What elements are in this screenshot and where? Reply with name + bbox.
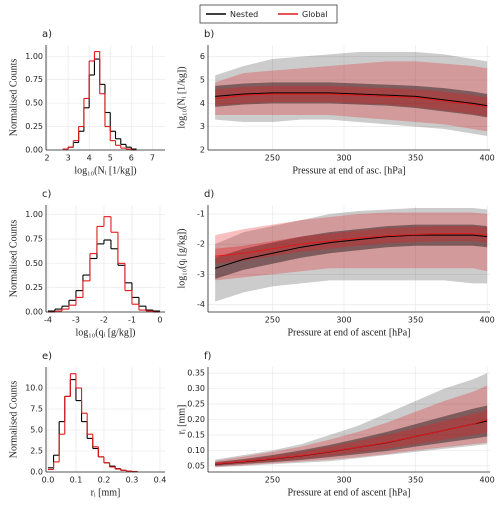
y-axis-label: rᵢ [mm] xyxy=(176,405,187,435)
y-tick-label: 0.00 xyxy=(25,308,43,317)
y-tick-label: 0.10 xyxy=(187,446,205,455)
outer-band xyxy=(215,373,488,468)
y-tick-label: 10.0 xyxy=(25,384,43,393)
outer-band xyxy=(215,61,488,132)
y-axis-label: Normalised Counts xyxy=(8,381,19,459)
legend-label: Global xyxy=(302,10,328,19)
x-tick-label: 350 xyxy=(408,476,423,485)
x-tick-label: 0.1 xyxy=(70,476,83,485)
median-line xyxy=(215,93,488,108)
y-tick-label: 5.0 xyxy=(30,426,43,435)
median-line xyxy=(215,234,488,269)
x-tick-label: -1 xyxy=(128,316,136,325)
y-tick-label: 1.00 xyxy=(25,210,43,219)
y-tick-label: 7.5 xyxy=(30,405,43,414)
x-tick-label: 6 xyxy=(129,154,134,163)
panel-label: b) xyxy=(204,29,214,40)
y-tick-label: 0.00 xyxy=(25,146,43,155)
x-axis-label: rᵢ [mm] xyxy=(91,487,121,498)
inner-band xyxy=(215,405,488,466)
y-tick-label: 0.50 xyxy=(25,259,43,268)
x-axis-label: log₁₀(Nᵢ [1/kg]) xyxy=(74,165,136,176)
x-axis-label: Pressure at end of asc. [hPa] xyxy=(292,165,405,176)
x-tick-label: 350 xyxy=(408,316,423,325)
panel-label: f) xyxy=(204,351,212,362)
y-tick-label: 0.30 xyxy=(187,384,205,393)
x-tick-label: 300 xyxy=(336,154,351,163)
y-tick-label: 0.75 xyxy=(25,75,43,84)
x-tick-label: 7 xyxy=(150,154,155,163)
y-tick-label: 1.00 xyxy=(25,52,43,61)
x-tick-label: 250 xyxy=(265,154,280,163)
panel-label: e) xyxy=(42,351,52,362)
x-tick-label: 5 xyxy=(108,154,113,163)
x-tick-label: 400 xyxy=(479,476,494,485)
x-tick-label: 250 xyxy=(265,476,280,485)
y-tick-label: 0.20 xyxy=(187,415,205,424)
x-tick-label: 300 xyxy=(336,316,351,325)
panel-label: c) xyxy=(42,189,51,200)
panel-label: d) xyxy=(204,189,214,200)
y-tick-label: 0.25 xyxy=(187,400,205,409)
y-tick-label: 0.15 xyxy=(187,430,205,439)
y-tick-label: 2.5 xyxy=(30,447,43,456)
y-tick-label: 5 xyxy=(200,76,205,85)
x-tick-label: 0.3 xyxy=(126,476,139,485)
panel-label: a) xyxy=(42,29,52,40)
y-tick-label: 0.25 xyxy=(25,283,43,292)
x-tick-label: -3 xyxy=(72,316,80,325)
y-tick-label: -4 xyxy=(197,300,205,309)
x-axis-label: Pressure at end of ascent [hPa] xyxy=(287,487,410,498)
y-tick-label: 0.75 xyxy=(25,235,43,244)
x-tick-label: 0 xyxy=(157,316,162,325)
x-axis-label: log₁₀(qᵢ [g/kg]) xyxy=(76,327,136,338)
y-tick-label: 4 xyxy=(200,99,205,108)
y-tick-label: 0.50 xyxy=(25,99,43,108)
x-tick-label: 250 xyxy=(265,316,280,325)
y-tick-label: 0.05 xyxy=(187,461,205,470)
x-tick-label: 400 xyxy=(479,154,494,163)
x-tick-label: 4 xyxy=(87,154,92,163)
x-tick-label: 3 xyxy=(66,154,71,163)
outer-band xyxy=(215,385,488,467)
median-line xyxy=(215,419,488,465)
y-axis-label: log₁₀(qᵢ [g/kg]) xyxy=(176,229,187,289)
y-tick-label: 0.25 xyxy=(25,122,43,131)
inner-band xyxy=(215,224,488,279)
legend-label: Nested xyxy=(230,10,258,19)
y-axis-label: log₁₀(Nᵢ [1/kg]) xyxy=(176,66,187,128)
legend-box xyxy=(199,4,338,24)
inner-band xyxy=(215,82,488,118)
x-tick-label: -4 xyxy=(44,316,52,325)
x-tick-label: 300 xyxy=(336,476,351,485)
median-line xyxy=(215,233,488,257)
x-tick-label: 400 xyxy=(479,316,494,325)
x-tick-label: 350 xyxy=(408,154,423,163)
outer-band xyxy=(215,212,488,281)
x-tick-label: 0.0 xyxy=(42,476,55,485)
x-tick-label: 2 xyxy=(45,154,50,163)
y-tick-label: 6 xyxy=(200,52,205,61)
x-axis-label: Pressure at end of ascent [hPa] xyxy=(287,327,410,338)
y-tick-label: 0.35 xyxy=(187,369,205,378)
x-tick-label: 0.4 xyxy=(154,476,167,485)
inner-band xyxy=(215,410,488,466)
x-tick-label: -2 xyxy=(100,316,108,325)
y-axis-label: Normalised Counts xyxy=(8,59,19,137)
y-tick-label: -3 xyxy=(197,270,205,279)
y-tick-label: -1 xyxy=(197,210,205,219)
y-axis-label: Normalised Counts xyxy=(8,220,19,298)
y-tick-label: 3 xyxy=(200,122,205,131)
y-tick-label: 2 xyxy=(200,146,205,155)
inner-band xyxy=(215,85,488,117)
y-tick-label: -2 xyxy=(197,240,205,249)
median-line xyxy=(215,92,488,107)
outer-band xyxy=(215,208,488,302)
x-tick-label: 0.2 xyxy=(98,476,111,485)
y-tick-label: 0.0 xyxy=(30,468,43,477)
